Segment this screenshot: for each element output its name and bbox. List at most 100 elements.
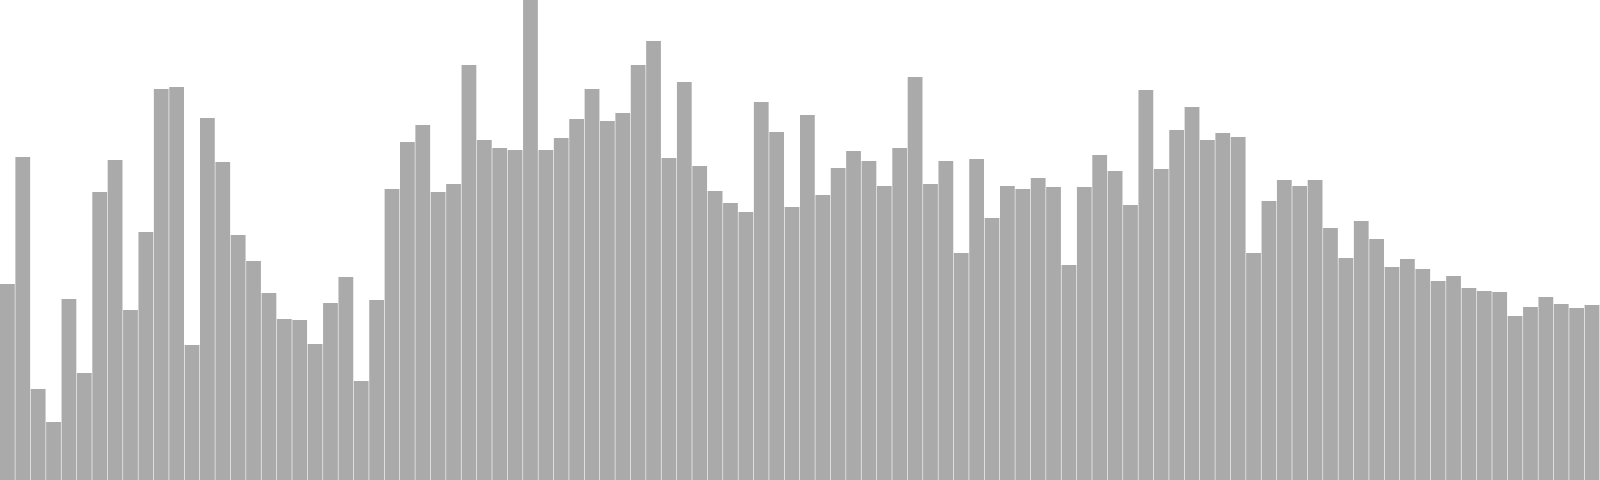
bar-42: [646, 41, 661, 480]
bar-93: [1430, 281, 1446, 480]
bar-4: [61, 299, 77, 480]
bar-97: [1492, 292, 1508, 480]
bar-47: [723, 203, 738, 480]
bar-40: [615, 113, 631, 480]
bar-71: [1092, 155, 1108, 480]
bar-92: [1415, 269, 1431, 480]
bar-16: [246, 261, 261, 480]
bar-27: [415, 125, 431, 480]
bar-84: [1292, 186, 1308, 480]
bar-83: [1276, 180, 1292, 480]
bar-18: [276, 319, 292, 480]
bar-51: [784, 207, 800, 480]
bar-38: [584, 89, 600, 480]
bar-49: [753, 102, 769, 480]
bar-30: [461, 65, 477, 480]
bar-10: [153, 89, 169, 480]
bar-35: [538, 150, 554, 480]
bar-72: [1107, 171, 1123, 480]
bar-22: [338, 277, 354, 480]
bar-86: [1323, 228, 1338, 480]
bar-77: [1184, 107, 1200, 480]
bar-88: [1353, 221, 1369, 480]
bar-55: [846, 151, 861, 480]
bar-41: [630, 65, 646, 480]
bar-12: [184, 345, 200, 480]
bar-103: [1584, 305, 1600, 480]
bar-15: [230, 235, 246, 480]
bar-75: [1153, 169, 1169, 480]
bar-78: [1200, 140, 1215, 480]
bar-6: [92, 192, 108, 480]
bar-102: [1569, 308, 1585, 480]
bar-64: [984, 218, 1000, 480]
bar-73: [1123, 205, 1138, 480]
bar-94: [1446, 276, 1461, 480]
bar-39: [600, 121, 615, 480]
bar-46: [707, 191, 723, 480]
bar-11: [169, 87, 185, 480]
bar-37: [569, 119, 585, 480]
bar-8: [123, 310, 138, 480]
bar-65: [1000, 186, 1015, 480]
bar-14: [215, 162, 231, 480]
bar-90: [1384, 267, 1400, 480]
bar-13: [200, 118, 215, 480]
bar-24: [369, 300, 385, 480]
bar-61: [938, 161, 954, 480]
bar-69: [1061, 265, 1077, 480]
bar-68: [1046, 187, 1061, 480]
bar-45: [692, 166, 708, 480]
bar-33: [507, 150, 523, 480]
bar-87: [1338, 258, 1354, 480]
bar-60: [923, 184, 938, 480]
bar-17: [261, 293, 277, 480]
bar-20: [307, 344, 323, 480]
bar-63: [969, 159, 985, 480]
bar-54: [830, 168, 846, 480]
bar-0: [0, 284, 15, 480]
bar-91: [1400, 259, 1415, 480]
bar-98: [1507, 316, 1523, 480]
bar-26: [400, 142, 415, 480]
bar-43: [661, 158, 677, 480]
bar-81: [1246, 253, 1261, 480]
bar-1: [15, 157, 31, 480]
bar-89: [1369, 239, 1385, 480]
bar-29: [446, 184, 461, 480]
bar-95: [1461, 288, 1477, 480]
bar-52: [800, 115, 815, 480]
bar-2: [30, 389, 46, 480]
bar-82: [1261, 201, 1277, 480]
bar-7: [107, 160, 123, 480]
bar-3: [46, 422, 61, 480]
bar-74: [1138, 90, 1154, 480]
bar-99: [1523, 307, 1538, 480]
bar-62: [953, 253, 969, 480]
bar-53: [815, 195, 831, 480]
bar-76: [1169, 130, 1185, 480]
bar-67: [1030, 178, 1046, 480]
bar-66: [1015, 189, 1031, 480]
bar-25: [384, 189, 400, 480]
bar-70: [1076, 187, 1092, 480]
bar-101: [1553, 304, 1569, 480]
bar-5: [76, 373, 92, 480]
bar-58: [892, 148, 908, 480]
bar-56: [861, 161, 877, 480]
bar-96: [1476, 291, 1492, 480]
bar-19: [292, 320, 308, 480]
bar-50: [769, 132, 785, 480]
bar-100: [1538, 297, 1554, 480]
bar-21: [323, 303, 338, 480]
bar-34: [523, 0, 538, 480]
bar-32: [492, 148, 508, 480]
bar-9: [138, 232, 154, 480]
bar-31: [476, 140, 492, 480]
bar-48: [738, 212, 754, 480]
bar-28: [430, 192, 446, 480]
bar-44: [676, 82, 692, 480]
bar-85: [1307, 180, 1323, 480]
